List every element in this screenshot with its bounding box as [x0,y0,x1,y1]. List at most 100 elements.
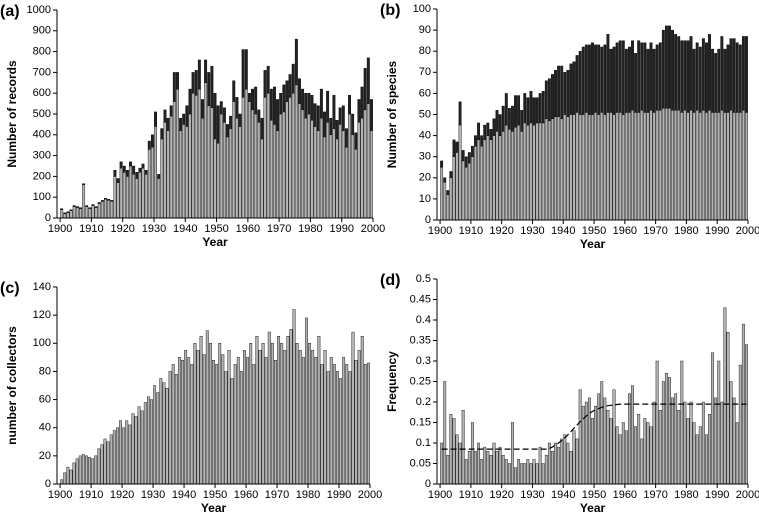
bar [717,112,721,221]
bar [566,116,570,221]
x-tick-label: 2000 [358,489,382,501]
bar [235,117,239,219]
bar [208,343,212,485]
bar [708,110,711,221]
bar [538,93,542,124]
x-tick-label: 1910 [79,223,103,235]
bar [486,122,490,136]
bar [729,381,733,485]
bar [257,109,261,123]
bar [157,178,161,219]
bar [529,91,533,124]
bar [631,110,634,221]
bar [557,446,561,485]
bar [745,344,748,485]
bar [578,389,582,485]
bar [196,350,200,485]
bar [686,112,690,221]
y-tick-label: 0.3 [416,355,431,367]
bar [116,178,120,183]
bar [717,48,721,113]
bar [455,152,459,221]
bar [166,130,170,219]
bar [122,427,126,485]
bar [455,434,459,485]
bar [569,451,573,485]
bar [597,114,601,221]
bar [197,59,201,90]
bar [723,48,727,113]
bar [480,459,484,485]
bar [532,459,536,485]
x-tick-label: 1900 [48,223,72,235]
bar [489,139,493,221]
bar [267,331,271,485]
bar [182,124,186,219]
bar [523,122,527,221]
bar [551,451,554,485]
bar [695,434,699,485]
bar [168,371,172,485]
bar [212,359,215,485]
x-tick-label: 1920 [489,225,513,237]
bar [498,114,502,136]
bar [520,110,524,132]
bar [323,136,326,219]
bar [578,51,582,115]
bar [113,176,117,219]
bar [480,145,484,221]
bar [241,49,245,98]
bar [483,139,487,221]
bar [708,414,711,485]
x-tick-label: 1940 [551,489,575,501]
bar [332,95,336,129]
bar [714,53,718,113]
bar [741,110,745,221]
bar [78,455,82,485]
bar [119,167,123,219]
x-tick-label: 1920 [110,223,134,235]
y-tick-label: 90 [419,24,431,36]
bar [88,457,91,485]
bar [551,118,554,221]
bar [301,357,305,485]
bar [291,92,295,219]
bar [526,459,530,485]
bar [222,122,226,219]
bar [107,200,111,219]
bar [94,206,98,208]
bar [238,113,242,127]
bar [354,132,358,150]
bar [354,359,358,485]
bar [269,88,273,121]
bar [661,29,665,109]
bar [637,112,641,221]
bar [301,109,305,219]
bar [91,205,95,219]
bar [79,208,82,219]
bar [698,112,702,221]
bar [257,122,261,219]
bar [692,48,696,113]
x-tick-label: 1970 [643,489,667,501]
bar [714,112,718,221]
bar [591,42,594,115]
x-tick-label: 1990 [327,489,351,501]
bar [363,109,367,219]
bar [674,110,678,221]
bar [246,357,250,485]
bar [575,112,579,221]
bar [100,444,104,485]
bar [600,112,604,221]
x-tick-label: 1980 [674,225,698,237]
bar [606,34,610,113]
bar [298,103,301,219]
bar [544,80,548,119]
bar [308,343,312,485]
bar [705,112,708,221]
bar [66,466,70,485]
bar [695,42,699,111]
bar [597,393,601,485]
bar [578,114,582,221]
bar [658,110,662,221]
